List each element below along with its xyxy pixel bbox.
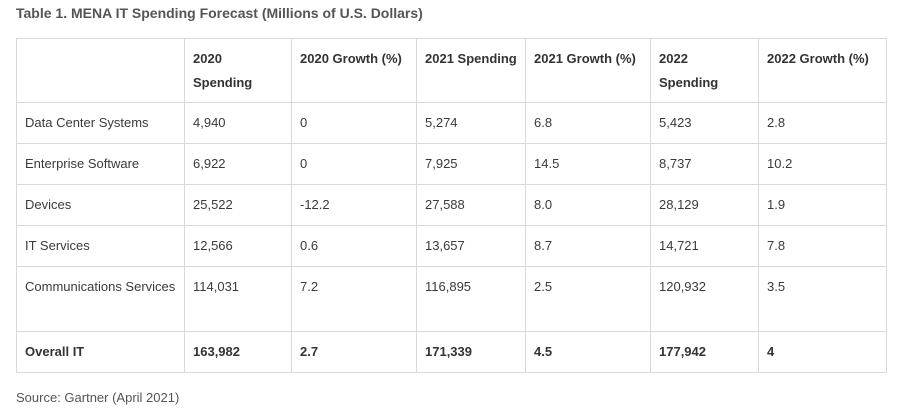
source-note: Source: Gartner (April 2021) (16, 390, 180, 405)
table-row: Data Center Systems 4,940 0 5,274 6.8 5,… (16, 102, 887, 144)
table-cell: 0 (291, 102, 417, 144)
table-cell: 4.5 (525, 331, 651, 373)
table-cell: 27,588 (416, 184, 526, 226)
it-spending-table: 2020 Spending 2020 Growth (%) 2021 Spend… (16, 38, 887, 373)
table-cell: 8.7 (525, 225, 651, 267)
table-cell: 2.5 (525, 266, 651, 332)
table-row: Enterprise Software 6,922 0 7,925 14.5 8… (16, 143, 887, 185)
table-row: Communications Services 114,031 7.2 116,… (16, 266, 887, 332)
row-label: Enterprise Software (16, 143, 185, 185)
table-cell: 2.7 (291, 331, 417, 373)
table-cell: -12.2 (291, 184, 417, 226)
table-cell: 116,895 (416, 266, 526, 332)
header-row: 2020 Spending 2020 Growth (%) 2021 Spend… (16, 38, 887, 103)
table-cell: 5,423 (650, 102, 759, 144)
table-cell: 2.8 (758, 102, 887, 144)
table-cell: 5,274 (416, 102, 526, 144)
row-label: IT Services (16, 225, 185, 267)
table-cell: 14.5 (525, 143, 651, 185)
table-cell: 7.2 (291, 266, 417, 332)
header-cell-2021-growth: 2021 Growth (%) (525, 38, 651, 103)
header-cell-category (16, 38, 185, 103)
header-cell-2020-spending: 2020 Spending (184, 38, 292, 103)
table-cell: 10.2 (758, 143, 887, 185)
table-cell: 0 (291, 143, 417, 185)
total-row: Overall IT 163,982 2.7 171,339 4.5 177,9… (16, 331, 887, 373)
table-cell: 171,339 (416, 331, 526, 373)
row-label: Overall IT (16, 331, 185, 373)
table-cell: 4 (758, 331, 887, 373)
table-row: Devices 25,522 -12.2 27,588 8.0 28,129 1… (16, 184, 887, 226)
table-cell: 12,566 (184, 225, 292, 267)
table-cell: 6.8 (525, 102, 651, 144)
table-cell: 114,031 (184, 266, 292, 332)
header-cell-2022-spending: 2022 Spending (650, 38, 759, 103)
header-cell-2020-growth: 2020 Growth (%) (291, 38, 417, 103)
table-cell: 163,982 (184, 331, 292, 373)
table-cell: 8.0 (525, 184, 651, 226)
table-cell: 6,922 (184, 143, 292, 185)
header-cell-2021-spending: 2021 Spending (416, 38, 526, 103)
table-cell: 177,942 (650, 331, 759, 373)
table-cell: 1.9 (758, 184, 887, 226)
row-label: Data Center Systems (16, 102, 185, 144)
table-cell: 4,940 (184, 102, 292, 144)
table-row: IT Services 12,566 0.6 13,657 8.7 14,721… (16, 225, 887, 267)
table-cell: 8,737 (650, 143, 759, 185)
header-cell-2022-growth: 2022 Growth (%) (758, 38, 887, 103)
table-cell: 13,657 (416, 225, 526, 267)
row-label: Devices (16, 184, 185, 226)
table-cell: 28,129 (650, 184, 759, 226)
table-cell: 3.5 (758, 266, 887, 332)
table-cell: 14,721 (650, 225, 759, 267)
row-label: Communications Services (16, 266, 185, 332)
table-cell: 7,925 (416, 143, 526, 185)
table-cell: 0.6 (291, 225, 417, 267)
table-cell: 25,522 (184, 184, 292, 226)
table-cell: 7.8 (758, 225, 887, 267)
table-cell: 120,932 (650, 266, 759, 332)
table-caption: Table 1. MENA IT Spending Forecast (Mill… (16, 5, 423, 21)
